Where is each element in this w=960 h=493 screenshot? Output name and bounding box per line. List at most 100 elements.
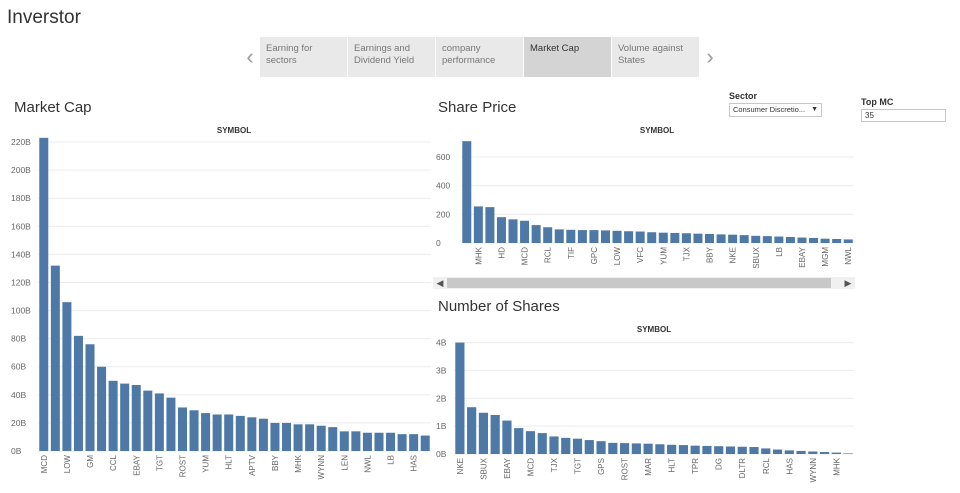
bar[interactable] [690,445,700,454]
bar[interactable] [485,207,495,243]
bar[interactable] [537,433,547,454]
bar[interactable] [177,407,187,451]
bar[interactable] [258,418,268,451]
bar[interactable] [797,237,807,243]
bar[interactable] [247,417,257,451]
bar[interactable] [270,422,280,451]
bar[interactable] [762,236,772,243]
story-tab-company-performance[interactable]: company performance [436,37,523,77]
bar[interactable] [131,384,141,451]
bar[interactable] [577,230,587,243]
bar[interactable] [678,445,688,454]
share-price-horizontal-scrollbar[interactable]: ◀ ▶ [433,277,855,289]
story-tab-market-cap[interactable]: Market Cap [524,37,611,77]
bar[interactable] [386,432,396,451]
bar[interactable] [212,414,222,451]
scrollbar-thumb[interactable] [447,278,831,288]
bar[interactable] [647,232,657,243]
bar[interactable] [774,236,784,243]
bar[interactable] [473,206,483,243]
bar[interactable] [496,217,506,243]
bar[interactable] [749,447,759,454]
chevron-left-icon[interactable]: ‹ [246,44,254,69]
bar[interactable] [120,383,130,451]
bar[interactable] [282,422,292,451]
bar[interactable] [50,265,60,451]
bar[interactable] [725,446,736,454]
bar[interactable] [235,415,245,451]
bar[interactable] [549,436,559,454]
bar[interactable] [224,414,234,451]
bar[interactable] [520,220,530,243]
bar[interactable] [409,434,419,451]
bar[interactable] [97,366,107,451]
bar[interactable] [655,444,665,454]
bar[interactable] [620,443,630,454]
bar[interactable] [502,420,512,454]
bar[interactable] [525,431,536,454]
bar[interactable] [339,431,349,451]
bar[interactable] [462,141,472,243]
bar[interactable] [772,449,783,454]
bar[interactable] [39,137,49,451]
bar[interactable] [490,415,500,454]
story-tab-earnings-dividend-yield[interactable]: Earnings and Dividend Yield [348,37,435,77]
scroll-left-icon[interactable]: ◀ [436,278,444,288]
bar[interactable] [737,446,747,454]
bar[interactable] [843,239,853,243]
bar[interactable] [843,453,853,454]
bar[interactable] [293,424,303,451]
bar[interactable] [85,344,95,451]
bar[interactable] [374,432,384,451]
bar[interactable] [751,235,761,243]
bar[interactable] [670,232,680,243]
bar[interactable] [584,440,594,454]
bar[interactable] [73,335,83,451]
bar[interactable] [189,410,199,451]
bar[interactable] [667,444,677,454]
bar[interactable] [554,229,564,243]
bar[interactable] [514,428,524,454]
bar[interactable] [572,438,583,454]
bar[interactable] [831,452,841,454]
bar[interactable] [702,445,712,454]
bar[interactable] [531,225,541,243]
story-tab-earning-for-sectors[interactable]: Earning for sectors [260,37,347,77]
scroll-right-icon[interactable]: ▶ [844,278,852,288]
bar[interactable] [397,434,407,451]
bar[interactable] [589,230,599,243]
bar[interactable] [658,232,668,243]
bar[interactable] [808,451,818,454]
bar[interactable] [716,234,726,243]
bar[interactable] [316,425,326,451]
bar[interactable] [714,446,724,454]
bar[interactable] [108,380,118,451]
bar[interactable] [705,233,715,243]
bar[interactable] [328,427,338,451]
bar[interactable] [566,229,576,243]
bar[interactable] [761,448,771,454]
bar[interactable] [561,437,571,454]
bar[interactable] [508,219,518,243]
bar[interactable] [420,435,430,451]
bar[interactable] [635,231,645,243]
bar[interactable] [820,452,830,454]
bar[interactable] [796,450,806,454]
bar[interactable] [643,443,653,454]
bar[interactable] [467,407,477,454]
bar[interactable] [785,236,795,243]
bar[interactable] [201,413,211,451]
story-tab-volume-against-states[interactable]: Volume against States [612,37,699,77]
bar[interactable] [820,238,830,243]
bar[interactable] [832,238,842,243]
bar[interactable] [809,237,819,243]
bar[interactable] [608,442,618,454]
sector-dropdown[interactable]: Consumer Discretio... ▼ [729,103,822,117]
bar[interactable] [693,233,703,243]
bar[interactable] [143,390,153,451]
bar[interactable] [681,233,691,243]
bar[interactable] [728,234,738,243]
bar[interactable] [362,432,372,451]
bar[interactable] [62,302,72,451]
bar[interactable] [305,424,315,451]
